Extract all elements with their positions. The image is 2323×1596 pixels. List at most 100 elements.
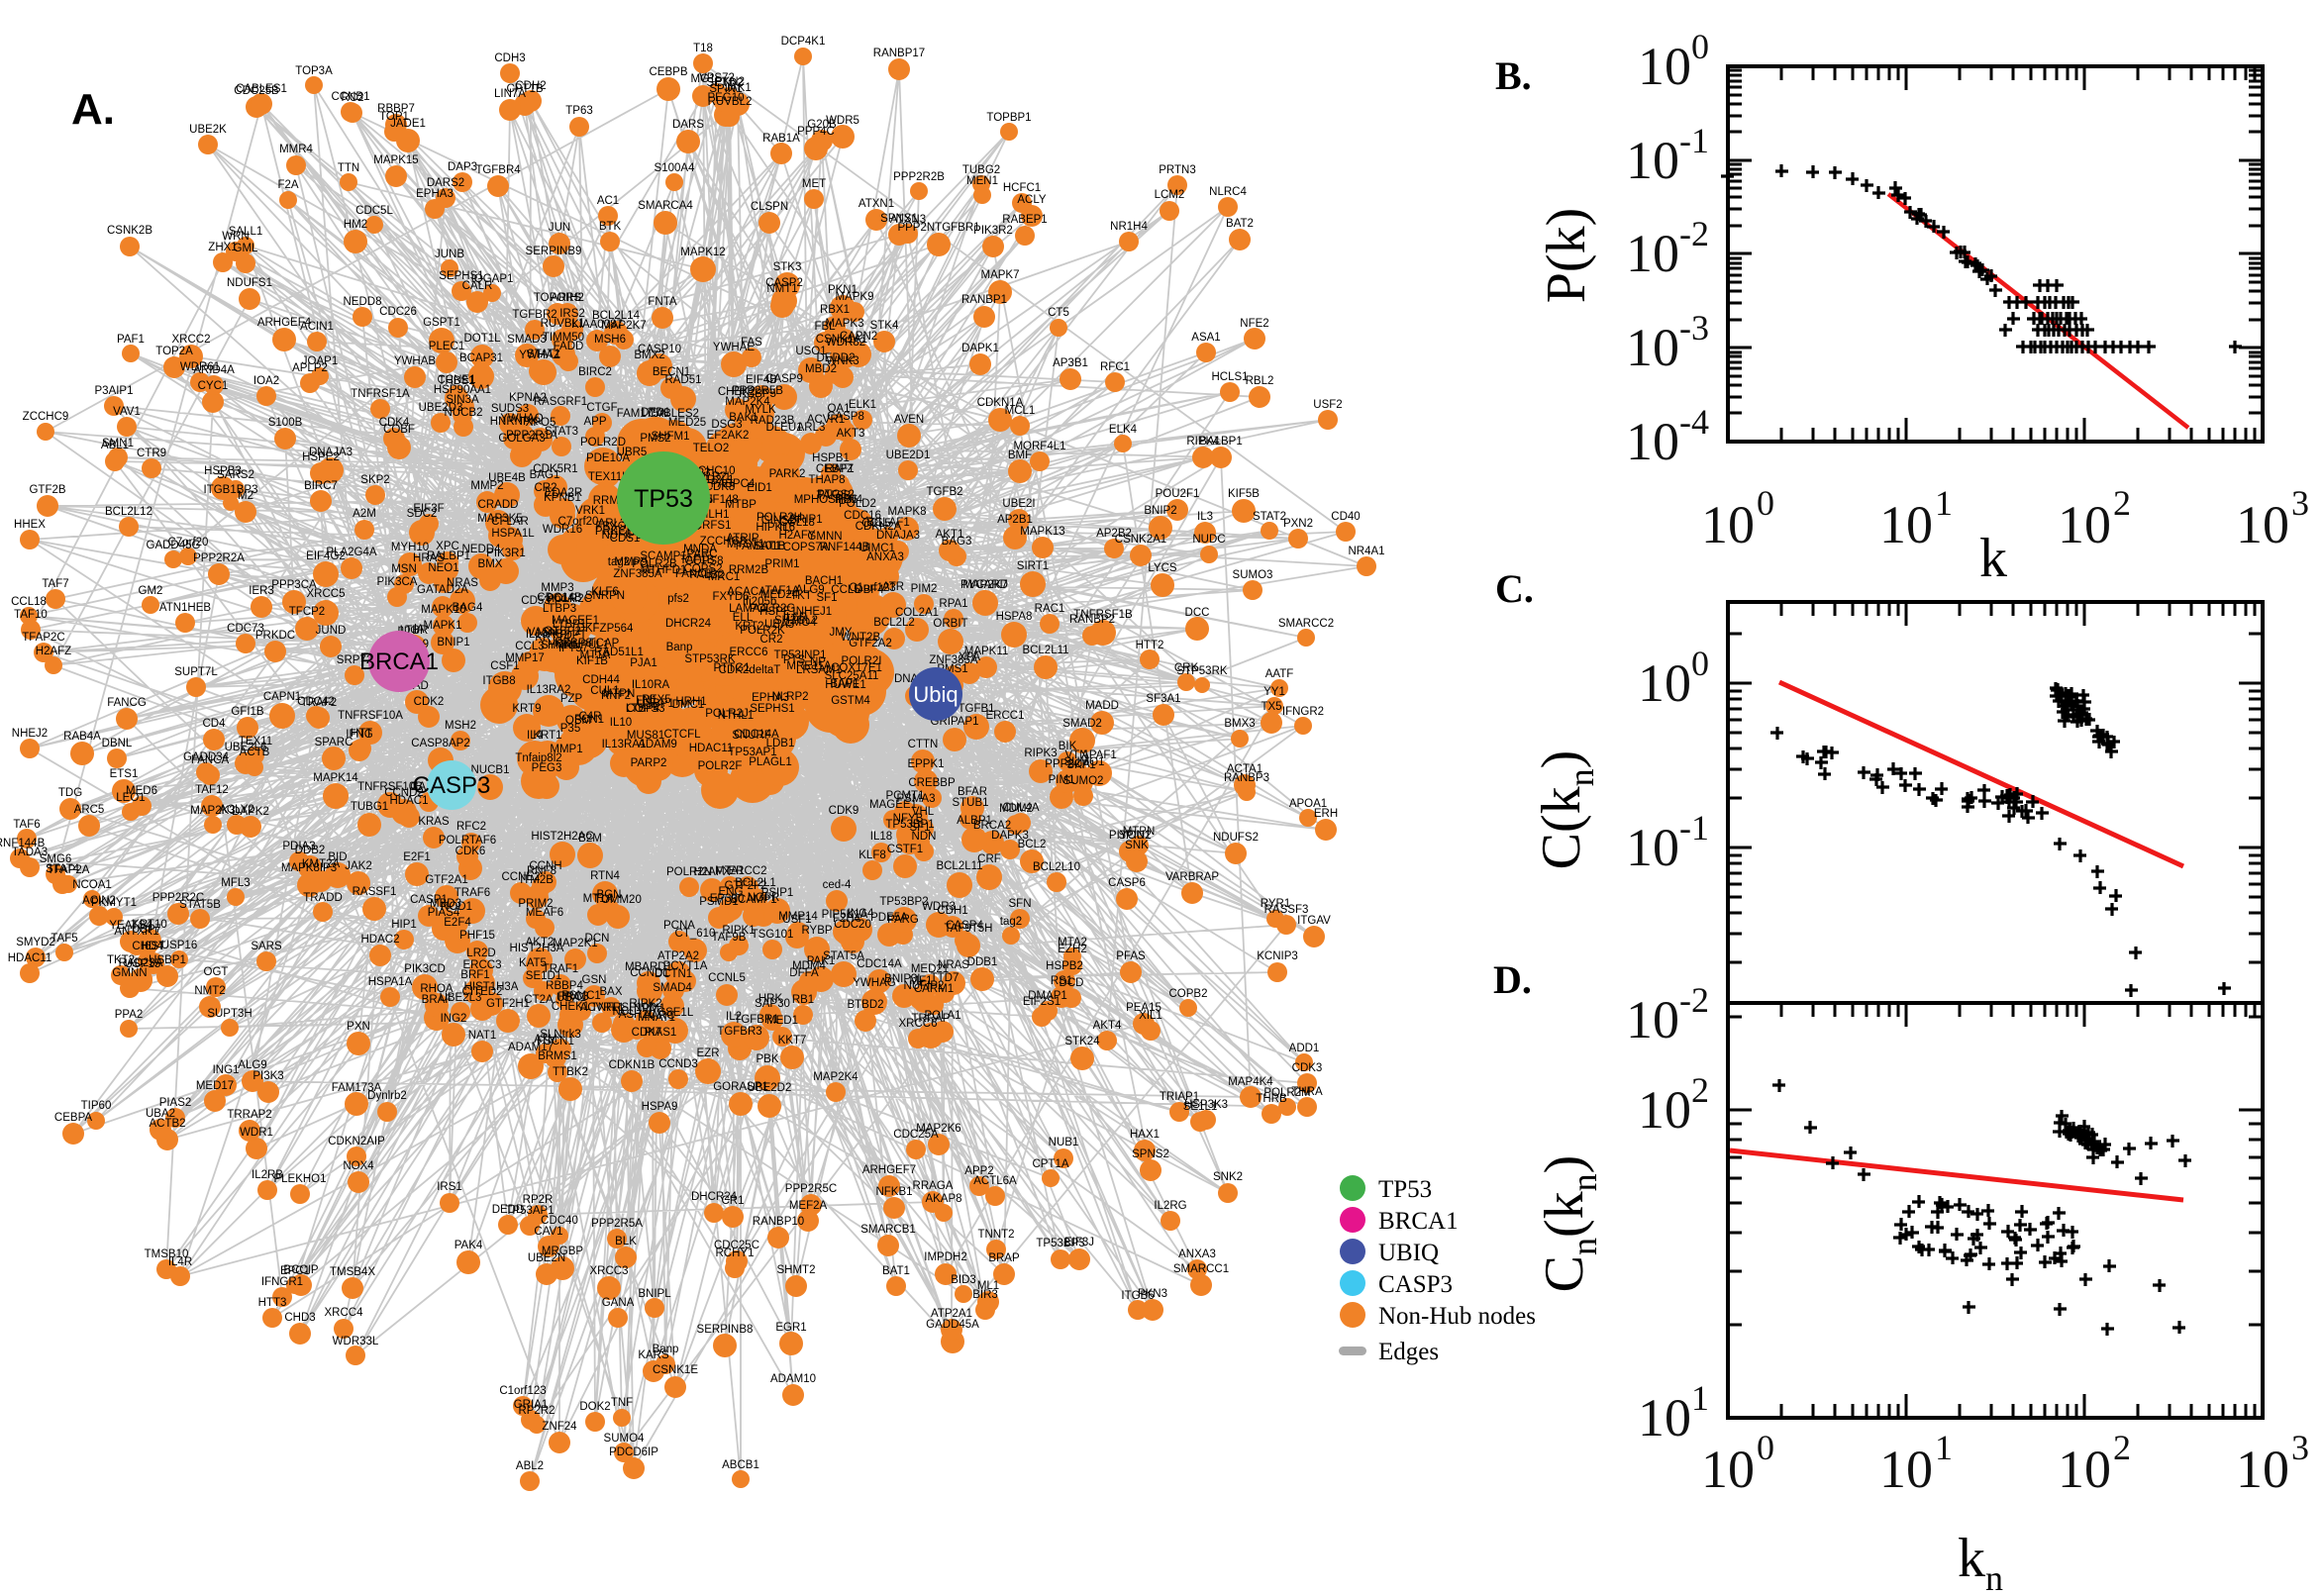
svg-text:TAF7: TAF7 <box>42 578 68 590</box>
svg-text:P(k): P(k) <box>1536 208 1597 303</box>
svg-text:SUDS3: SUDS3 <box>491 403 529 415</box>
svg-text:BLK: BLK <box>615 1236 637 1247</box>
svg-text:EID1: EID1 <box>747 482 772 494</box>
svg-text:MAPK14: MAPK14 <box>313 772 358 784</box>
svg-text:BMF: BMF <box>1008 449 1032 461</box>
svg-text:MTA1: MTA1 <box>715 865 745 877</box>
svg-text:YWHAZ: YWHAZ <box>519 349 560 361</box>
svg-text:TNFRSF10D: TNFRSF10D <box>591 1002 656 1014</box>
svg-text:PKMYT1: PKMYT1 <box>91 897 137 909</box>
svg-text:CSNK1A1: CSNK1A1 <box>816 334 867 346</box>
svg-text:THAP8: THAP8 <box>808 474 845 486</box>
svg-text:DPT: DPT <box>564 630 587 642</box>
svg-text:1: 1 <box>1935 1428 1953 1467</box>
svg-text:CSNK1E: CSNK1E <box>653 1364 698 1376</box>
svg-text:EIF3J: EIF3J <box>1064 1237 1094 1248</box>
svg-text:NGFR: NGFR <box>748 892 780 904</box>
svg-text:GTF2F2: GTF2F2 <box>725 880 767 892</box>
svg-text:PIK3CD: PIK3CD <box>404 963 446 975</box>
svg-text:HIST2H3A: HIST2H3A <box>510 943 564 954</box>
svg-text:RAD23A: RAD23A <box>119 957 163 969</box>
svg-text:CDK9: CDK9 <box>829 805 859 817</box>
svg-text:GMNN: GMNN <box>807 531 842 543</box>
svg-text:IL3: IL3 <box>1197 511 1213 523</box>
svg-text:EP300: EP300 <box>710 893 745 905</box>
svg-text:SF1: SF1 <box>816 592 837 604</box>
svg-text:TNFRSF1A: TNFRSF1A <box>351 388 410 400</box>
svg-text:MMP17: MMP17 <box>505 652 545 664</box>
svg-text:MORF4L1: MORF4L1 <box>1013 441 1065 452</box>
svg-text:BAP1: BAP1 <box>830 678 858 690</box>
svg-text:BECN1: BECN1 <box>653 366 690 378</box>
svg-text:SDC2: SDC2 <box>407 508 438 520</box>
svg-text:NDUFS1: NDUFS1 <box>227 277 272 289</box>
svg-text:HM2: HM2 <box>344 219 367 231</box>
svg-text:DARS2: DARS2 <box>427 177 464 189</box>
svg-text:LEO1: LEO1 <box>116 792 145 804</box>
svg-text:IFNGR1: IFNGR1 <box>261 1276 303 1288</box>
svg-text:TAF9B: TAF9B <box>712 932 747 944</box>
svg-text:SUMO4: SUMO4 <box>604 1433 646 1445</box>
svg-text:C.: C. <box>1495 566 1534 611</box>
svg-text:MAP2K4: MAP2K4 <box>725 396 770 408</box>
svg-text:TMSB4X: TMSB4X <box>330 1266 375 1278</box>
svg-text:SH3GL2: SH3GL2 <box>774 615 818 627</box>
svg-text:CDC25A: CDC25A <box>893 1129 939 1141</box>
svg-text:TNFRSF1B: TNFRSF1B <box>1073 609 1133 621</box>
svg-text:PDCD6IP: PDCD6IP <box>609 1446 658 1458</box>
svg-text:ITM2B: ITM2B <box>520 874 554 886</box>
svg-text:NUCB1: NUCB1 <box>471 764 510 776</box>
svg-text:APLP2: APLP2 <box>292 362 328 374</box>
svg-text:PRIM1: PRIM1 <box>764 558 799 570</box>
svg-text:BIR3: BIR3 <box>972 1289 998 1301</box>
svg-text:JAK1: JAK1 <box>724 82 752 94</box>
svg-text:E2F1: E2F1 <box>403 851 431 863</box>
svg-text:Dynlrb2: Dynlrb2 <box>367 1090 407 1102</box>
svg-text:ERH: ERH <box>1314 808 1338 820</box>
svg-text:NDUFS2: NDUFS2 <box>1213 832 1259 844</box>
svg-text:RRM2B: RRM2B <box>729 564 769 576</box>
svg-text:RNF8: RNF8 <box>527 865 556 877</box>
svg-text:PIM2: PIM2 <box>911 583 938 595</box>
svg-text:MRC1: MRC1 <box>708 571 741 583</box>
svg-text:USF2: USF2 <box>1313 399 1342 411</box>
svg-text:BCL2: BCL2 <box>1018 839 1047 850</box>
svg-text:AVEN: AVEN <box>894 414 924 426</box>
svg-text:PLAGL1: PLAGL1 <box>749 756 791 768</box>
svg-text:IL10: IL10 <box>610 717 632 729</box>
svg-text:MMP1: MMP1 <box>550 744 582 755</box>
svg-text:TP63: TP63 <box>565 105 593 117</box>
svg-text:D.: D. <box>1493 957 1532 1002</box>
svg-text:C4R: C4R <box>578 711 601 723</box>
svg-text:RB1: RB1 <box>792 994 814 1006</box>
svg-text:MSN: MSN <box>391 563 417 575</box>
svg-text:COBF: COBF <box>383 424 415 436</box>
svg-text:NUB1: NUB1 <box>1049 1137 1079 1148</box>
svg-text:THRB: THRB <box>1256 1093 1287 1105</box>
svg-text:FAM101B: FAM101B <box>736 541 786 552</box>
svg-text:CDC73: CDC73 <box>227 623 264 635</box>
svg-text:FADD: FADD <box>554 341 584 352</box>
svg-text:UBE2D2: UBE2D2 <box>748 1082 792 1094</box>
svg-text:ML1: ML1 <box>977 1280 999 1292</box>
svg-text:EPPK1: EPPK1 <box>907 758 944 770</box>
svg-text:USF1: USF1 <box>782 914 811 926</box>
svg-text:CDH3: CDH3 <box>494 52 525 64</box>
svg-text:MDM4: MDM4 <box>792 960 826 972</box>
svg-text:SPARC: SPARC <box>315 737 354 748</box>
svg-text:CHD3: CHD3 <box>284 1312 315 1324</box>
svg-text:BAT1: BAT1 <box>882 1265 910 1277</box>
svg-text:BCCIP: BCCIP <box>283 1264 318 1276</box>
svg-text:RASSF3: RASSF3 <box>1264 904 1309 916</box>
svg-text:SIN3A: SIN3A <box>446 394 479 406</box>
svg-text:POLRTAF6: POLRTAF6 <box>439 835 496 847</box>
svg-text:POLR2K: POLR2K <box>740 625 785 637</box>
svg-text:STAT2: STAT2 <box>1253 511 1286 523</box>
svg-text:LTBP4: LTBP4 <box>626 703 660 715</box>
svg-text:SAP30: SAP30 <box>755 998 790 1010</box>
svg-text:MAP2K6: MAP2K6 <box>916 1123 960 1135</box>
svg-text:TP53AP1: TP53AP1 <box>505 1205 554 1217</box>
svg-text:HIPK1: HIPK1 <box>756 522 788 534</box>
svg-text:SEPHS1: SEPHS1 <box>439 270 483 282</box>
svg-text:EIF2S1: EIF2S1 <box>1023 996 1060 1008</box>
